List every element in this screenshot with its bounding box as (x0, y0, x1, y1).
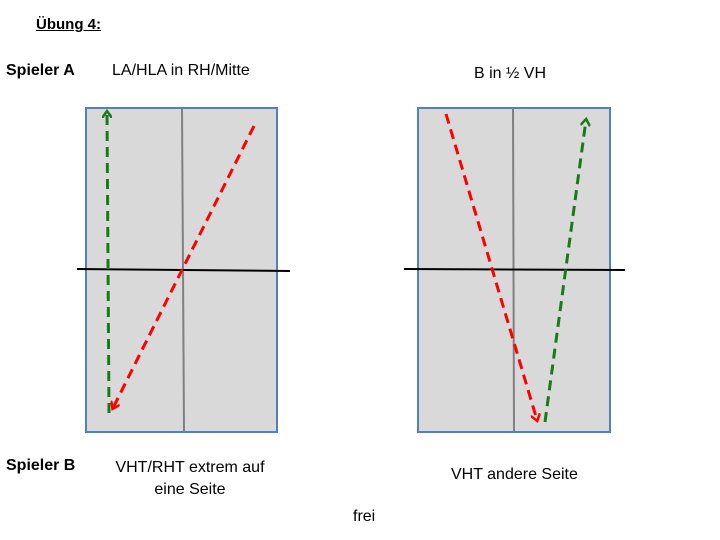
green-arrow-left (107, 112, 109, 414)
player-b-right-task: VHT andere Seite (451, 466, 578, 483)
player-a-left-task: LA/HLA in RH/Mitte (112, 62, 250, 79)
table-left (76, 107, 291, 433)
player-a-right-task: B in ½ VH (474, 65, 547, 82)
footer-note: frei (353, 508, 376, 525)
green-arrow-right (543, 120, 586, 423)
red-arrow-left (113, 125, 256, 408)
exercise-title: Übung 4: (36, 16, 101, 33)
player-b-label: Spieler B (6, 457, 76, 474)
red-arrow-right (444, 113, 537, 420)
player-a-label: Spieler A (6, 62, 75, 79)
table-right (403, 107, 626, 433)
player-b-left-task: VHT/RHT extrem auf eine Seite (115, 459, 265, 498)
table-right-net (403, 268, 626, 271)
